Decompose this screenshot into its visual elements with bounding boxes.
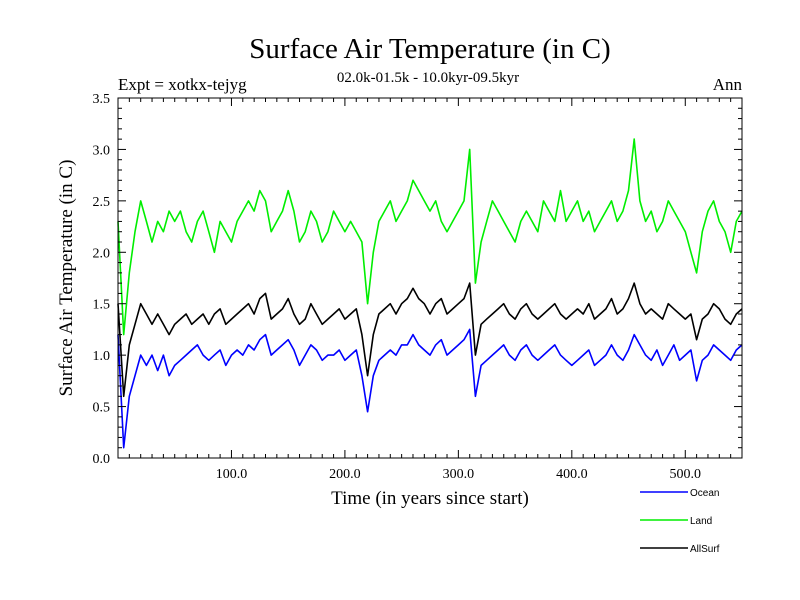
series-layer — [117, 138, 743, 449]
x-axis-label: Time (in years since start) — [331, 488, 529, 509]
expt-label: Expt = xotkx-tejyg — [118, 75, 247, 94]
tick-layer: 100.0 200.0 300.0 400.0 500.0 0.0 0.5 1.0 1.5 2.0… — [93, 92, 742, 482]
y-tick-label: 2.5 — [93, 195, 111, 210]
y-tick-label: 1.0 — [93, 349, 111, 364]
y-tick-label: 0.0 — [93, 452, 111, 467]
x-tick-label: 300.0 — [443, 467, 475, 482]
y-tick-label: 2.0 — [93, 246, 111, 261]
chart-subtitle: 02.0k-01.5k - 10.0kyr-09.5kyr — [337, 70, 519, 86]
y-axis-label: Surface Air Temperature (in C) — [56, 160, 77, 397]
x-tick-label: 500.0 — [670, 467, 702, 482]
y-tick-label: 3.5 — [93, 92, 111, 107]
series-line-allsurf — [117, 282, 743, 398]
legend: Ocean Land AllSurf — [640, 488, 720, 555]
y-tick-label: 0.5 — [93, 401, 111, 416]
y-tick-label: 3.0 — [93, 143, 111, 158]
series-line-land — [117, 138, 743, 336]
x-tick-label: 100.0 — [216, 467, 248, 482]
y-tick-label: 1.5 — [93, 298, 111, 313]
x-tick-label: 400.0 — [556, 467, 588, 482]
legend-label-allsurf: AllSurf — [690, 544, 720, 555]
period-label: Ann — [713, 75, 743, 94]
x-tick-label: 200.0 — [329, 467, 361, 482]
chart-title: Surface Air Temperature (in C) — [249, 33, 610, 65]
series-line-ocean — [117, 328, 743, 449]
legend-label-land: Land — [690, 516, 712, 527]
legend-label-ocean: Ocean — [690, 488, 719, 499]
plot-frame — [117, 97, 743, 459]
